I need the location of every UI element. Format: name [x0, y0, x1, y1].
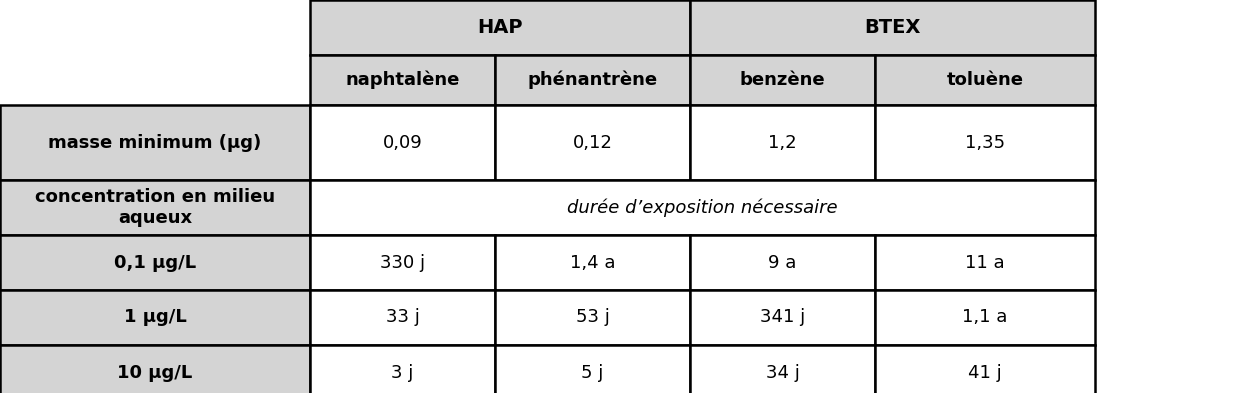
- Text: HAP: HAP: [477, 18, 523, 37]
- Text: concentration en milieu
aqueux: concentration en milieu aqueux: [35, 188, 275, 227]
- Text: 1,1 a: 1,1 a: [962, 309, 1008, 327]
- Bar: [690, 0, 1095, 55]
- Bar: [875, 290, 1095, 345]
- Bar: [875, 235, 1095, 290]
- Text: 330 j: 330 j: [380, 253, 426, 272]
- Bar: [875, 345, 1095, 393]
- Bar: [690, 290, 875, 345]
- Bar: [310, 235, 495, 290]
- Bar: [495, 105, 690, 180]
- Bar: [875, 105, 1095, 180]
- Text: 1,2: 1,2: [768, 134, 797, 151]
- Text: naphtalène: naphtalène: [345, 71, 460, 89]
- Bar: [495, 345, 690, 393]
- Bar: [875, 55, 1095, 105]
- Text: toluène: toluène: [946, 71, 1023, 89]
- Bar: [0, 105, 310, 180]
- Text: 1 µg/L: 1 µg/L: [124, 309, 187, 327]
- Bar: [310, 55, 495, 105]
- Bar: [0, 345, 310, 393]
- Text: 0,09: 0,09: [382, 134, 422, 151]
- Text: 1,4 a: 1,4 a: [570, 253, 615, 272]
- Bar: [310, 180, 1095, 235]
- Bar: [495, 55, 690, 105]
- Bar: [310, 345, 495, 393]
- Bar: [690, 105, 875, 180]
- Text: 53 j: 53 j: [575, 309, 610, 327]
- Text: 11 a: 11 a: [965, 253, 1004, 272]
- Text: 41 j: 41 j: [969, 364, 1002, 382]
- Text: 5 j: 5 j: [581, 364, 604, 382]
- Text: masse minimum (µg): masse minimum (µg): [48, 134, 261, 151]
- Text: 341 j: 341 j: [760, 309, 805, 327]
- Bar: [495, 235, 690, 290]
- Bar: [0, 180, 310, 235]
- Text: 33 j: 33 j: [386, 309, 419, 327]
- Bar: [690, 345, 875, 393]
- Text: 9 a: 9 a: [768, 253, 797, 272]
- Bar: [310, 0, 690, 55]
- Text: benzène: benzène: [740, 71, 825, 89]
- Bar: [495, 290, 690, 345]
- Text: 0,1 µg/L: 0,1 µg/L: [114, 253, 195, 272]
- Text: 3 j: 3 j: [391, 364, 413, 382]
- Bar: [0, 235, 310, 290]
- Text: phénantrène: phénantrène: [527, 71, 658, 89]
- Bar: [310, 290, 495, 345]
- Bar: [310, 105, 495, 180]
- Text: 1,35: 1,35: [965, 134, 1004, 151]
- Bar: [0, 290, 310, 345]
- Text: 0,12: 0,12: [573, 134, 612, 151]
- Bar: [690, 55, 875, 105]
- Text: BTEX: BTEX: [865, 18, 920, 37]
- Text: durée d’exposition nécessaire: durée d’exposition nécessaire: [568, 198, 837, 217]
- Text: 34 j: 34 j: [766, 364, 799, 382]
- Bar: [690, 235, 875, 290]
- Text: 10 µg/L: 10 µg/L: [118, 364, 193, 382]
